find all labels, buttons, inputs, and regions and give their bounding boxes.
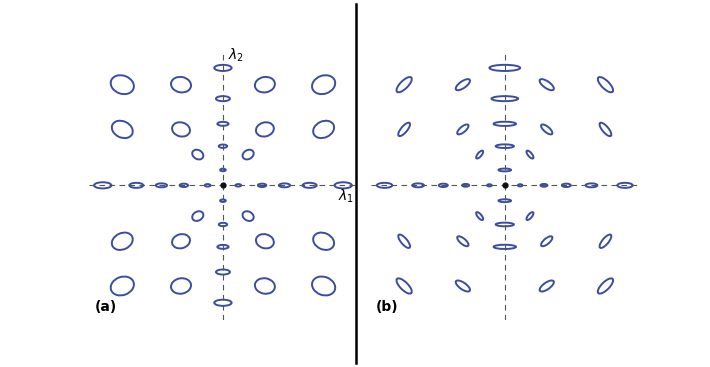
Text: $\lambda_1$: $\lambda_1$ <box>337 188 354 205</box>
Text: $\lambda_2$: $\lambda_2$ <box>228 46 244 64</box>
Text: (a): (a) <box>94 300 116 314</box>
Text: (b): (b) <box>376 300 399 314</box>
